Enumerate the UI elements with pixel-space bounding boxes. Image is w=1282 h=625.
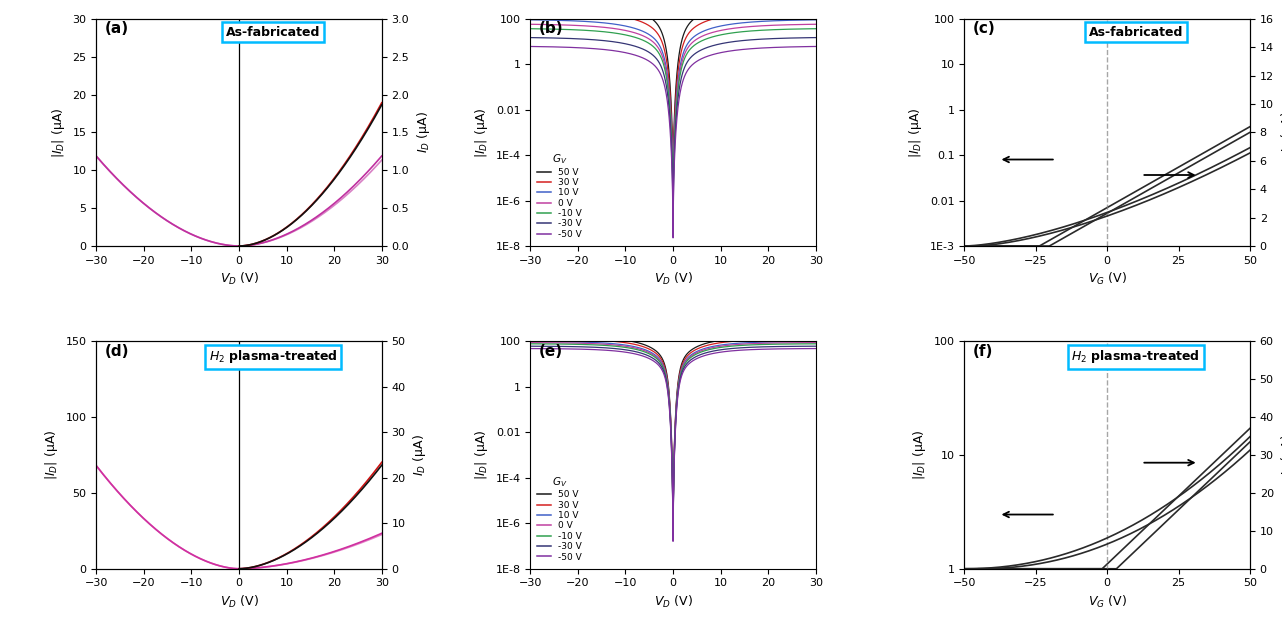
X-axis label: $V_D$ (V): $V_D$ (V): [219, 594, 259, 610]
Y-axis label: $I_D$ (μA): $I_D$ (μA): [415, 111, 432, 153]
Text: $H_2$ plasma-treated: $H_2$ plasma-treated: [1072, 348, 1200, 365]
Y-axis label: $|I_D|$ (μA): $|I_D|$ (μA): [908, 107, 924, 158]
Text: $H_2$ plasma-treated: $H_2$ plasma-treated: [209, 348, 337, 365]
X-axis label: $V_G$ (V): $V_G$ (V): [1087, 271, 1127, 288]
X-axis label: $V_D$ (V): $V_D$ (V): [654, 594, 692, 610]
Y-axis label: $I_D$ (μA): $I_D$ (μA): [1279, 111, 1282, 153]
Text: (c): (c): [973, 21, 996, 36]
Text: As-fabricated: As-fabricated: [226, 26, 320, 39]
Text: (a): (a): [105, 21, 129, 36]
Text: (f): (f): [973, 344, 994, 359]
X-axis label: $V_D$ (V): $V_D$ (V): [654, 271, 692, 288]
X-axis label: $V_D$ (V): $V_D$ (V): [219, 271, 259, 288]
Y-axis label: $|I_D|$ (μA): $|I_D|$ (μA): [42, 430, 60, 480]
Text: (e): (e): [538, 344, 563, 359]
Text: (d): (d): [105, 344, 129, 359]
Y-axis label: $|I_D|$ (μA): $|I_D|$ (μA): [912, 430, 928, 480]
Text: (b): (b): [538, 21, 564, 36]
Y-axis label: $I_D$ (μA): $I_D$ (μA): [412, 434, 428, 476]
Y-axis label: $|I_D|$ (μA): $|I_D|$ (μA): [50, 107, 67, 158]
Y-axis label: $I_D$ (μA): $I_D$ (μA): [1279, 434, 1282, 476]
Legend: 50 V, 30 V, 10 V, 0 V, -10 V, -30 V, -50 V: 50 V, 30 V, 10 V, 0 V, -10 V, -30 V, -50…: [535, 472, 585, 564]
Text: As-fabricated: As-fabricated: [1088, 26, 1183, 39]
Y-axis label: $|I_D|$ (μA): $|I_D|$ (μA): [473, 430, 490, 480]
Y-axis label: $|I_D|$ (μA): $|I_D|$ (μA): [473, 107, 490, 158]
Legend: 50 V, 30 V, 10 V, 0 V, -10 V, -30 V, -50 V: 50 V, 30 V, 10 V, 0 V, -10 V, -30 V, -50…: [535, 150, 585, 241]
X-axis label: $V_G$ (V): $V_G$ (V): [1087, 594, 1127, 610]
